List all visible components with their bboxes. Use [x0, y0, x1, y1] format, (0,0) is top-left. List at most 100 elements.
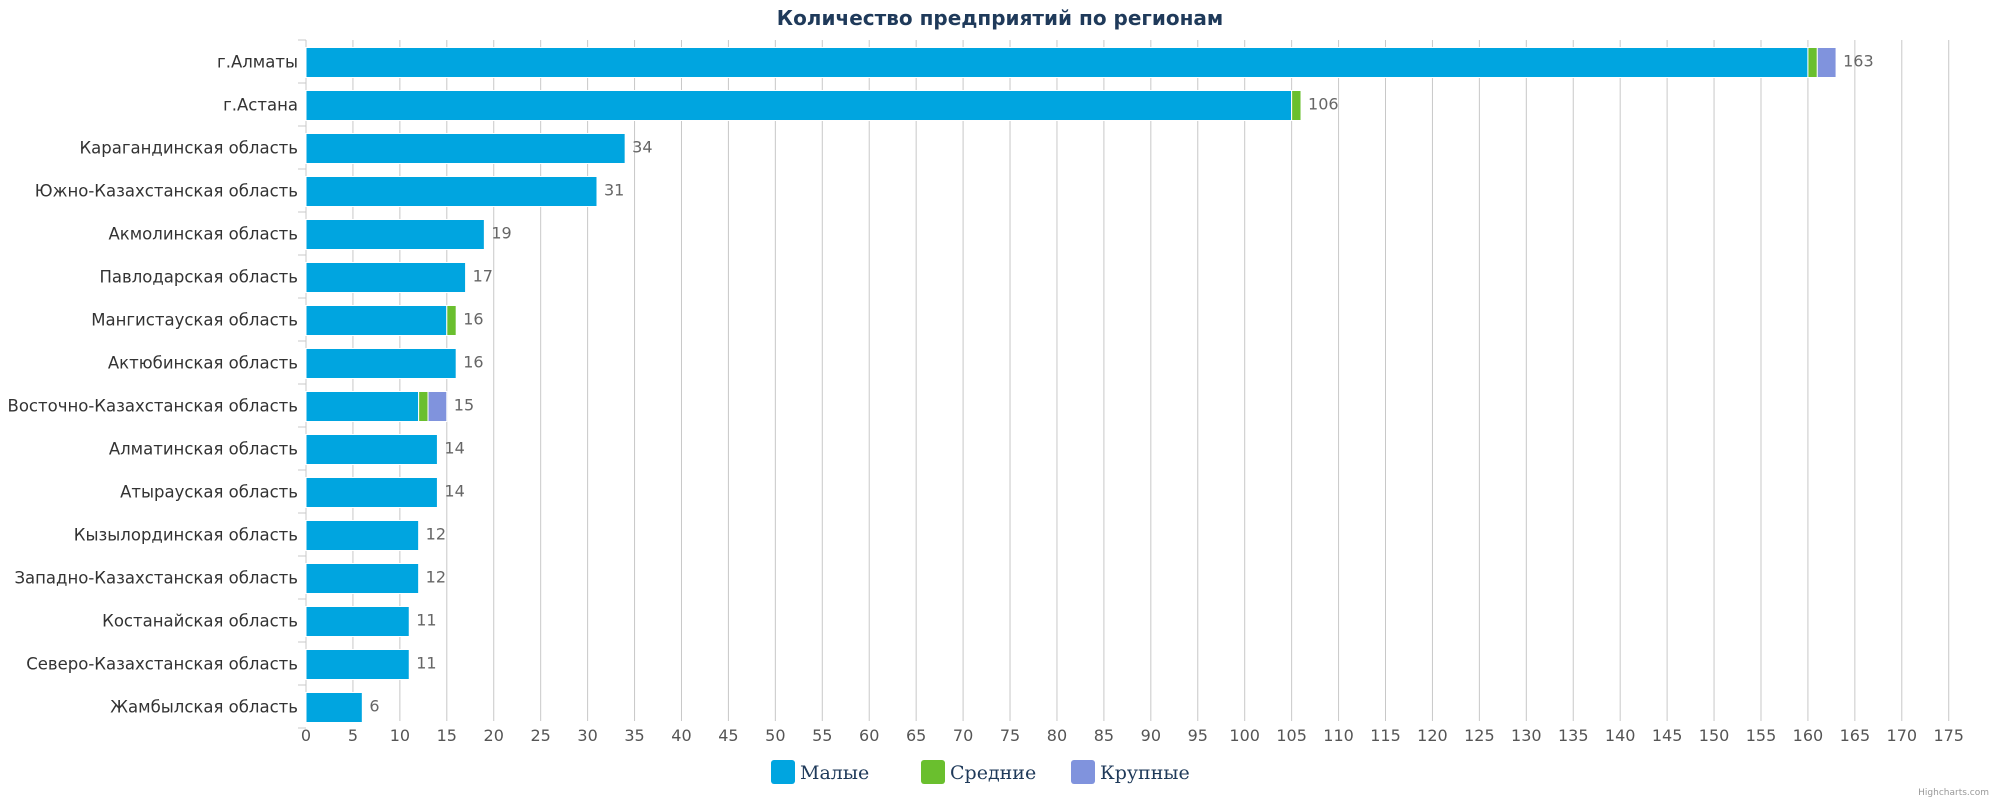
- category-label: Северо-Казахстанская область: [26, 655, 298, 674]
- bar-segment[interactable]: [1816, 47, 1837, 78]
- legend-swatch: [771, 760, 795, 784]
- data-label: 17: [473, 267, 493, 286]
- data-label: 12: [426, 568, 446, 587]
- x-tick-label: 0: [301, 726, 311, 745]
- bar-segment[interactable]: [305, 133, 626, 164]
- legend-swatch: [1071, 760, 1095, 784]
- bars: [305, 47, 1837, 723]
- x-tick-label: 160: [1793, 726, 1824, 745]
- bar-segment[interactable]: [305, 563, 420, 594]
- data-label: 16: [463, 353, 483, 372]
- x-tick-label: 140: [1605, 726, 1636, 745]
- category-label: Карагандинская область: [79, 139, 298, 158]
- data-label: 19: [491, 224, 511, 243]
- x-tick-label: 5: [348, 726, 358, 745]
- x-tick-label: 100: [1229, 726, 1260, 745]
- data-label: 106: [1308, 95, 1339, 114]
- data-label: 14: [444, 439, 464, 458]
- x-tick-label: 85: [1094, 726, 1114, 745]
- x-tick-label: 40: [671, 726, 691, 745]
- legend-label: Крупные: [1100, 762, 1190, 784]
- bar-segment[interactable]: [305, 176, 598, 207]
- x-tick-label: 65: [906, 726, 926, 745]
- x-tick-label: 50: [765, 726, 785, 745]
- bar-segment[interactable]: [418, 391, 429, 422]
- legend-item[interactable]: Малые: [771, 760, 869, 784]
- x-tick-label: 135: [1558, 726, 1589, 745]
- legend-item[interactable]: Крупные: [1071, 760, 1190, 784]
- bar-segment[interactable]: [305, 90, 1293, 121]
- data-label: 14: [444, 482, 464, 501]
- bar-segment[interactable]: [305, 649, 410, 680]
- category-label: г.Алматы: [217, 53, 298, 72]
- bar-segment[interactable]: [305, 219, 485, 250]
- x-tick-label: 170: [1887, 726, 1918, 745]
- bar-segment[interactable]: [305, 520, 420, 551]
- category-label: г.Астана: [223, 96, 298, 115]
- data-label: 12: [426, 525, 446, 544]
- bar-segment[interactable]: [446, 305, 457, 336]
- x-tick-label: 155: [1746, 726, 1777, 745]
- x-tick-label: 75: [1000, 726, 1020, 745]
- bar-segment[interactable]: [305, 692, 363, 723]
- data-label: 31: [604, 181, 624, 200]
- x-tick-label: 105: [1276, 726, 1307, 745]
- x-tick-label: 60: [859, 726, 879, 745]
- data-label: 6: [369, 697, 379, 716]
- data-label: 11: [416, 654, 436, 673]
- legend-swatch: [921, 760, 945, 784]
- category-label: Жамбылская область: [110, 698, 298, 717]
- category-labels: г.Алматы г.Астана Карагандинская область Юж…: [8, 53, 299, 717]
- x-tick-label: 15: [437, 726, 457, 745]
- x-tick-label: 175: [1933, 726, 1964, 745]
- category-label: Алматинская область: [109, 440, 298, 459]
- data-label: 16: [463, 310, 483, 329]
- category-label: Актюбинская область: [108, 354, 298, 373]
- x-tick-label: 120: [1417, 726, 1448, 745]
- data-label: 163: [1843, 52, 1874, 71]
- bar-segment[interactable]: [305, 47, 1809, 78]
- x-tick-label: 20: [484, 726, 504, 745]
- bar-segment[interactable]: [305, 606, 410, 637]
- credit-text[interactable]: Highcharts.com: [1918, 788, 1989, 798]
- category-label: Западно-Казахстанская область: [14, 569, 298, 588]
- legend-label: Средние: [950, 762, 1036, 784]
- x-tick-label: 35: [624, 726, 644, 745]
- x-tick-label: 150: [1699, 726, 1730, 745]
- category-label: Акмолинская область: [108, 225, 298, 244]
- x-tick-label: 10: [390, 726, 410, 745]
- bar-segment[interactable]: [1291, 90, 1302, 121]
- x-tick-label: 70: [953, 726, 973, 745]
- category-label: Мангистауская область: [91, 311, 298, 330]
- bar-segment[interactable]: [305, 477, 438, 508]
- x-tick-label: 25: [530, 726, 550, 745]
- category-label: Восточно-Казахстанская область: [8, 397, 299, 416]
- bar-segment[interactable]: [305, 391, 420, 422]
- x-tick-label: 110: [1323, 726, 1354, 745]
- x-tick-label: 115: [1370, 726, 1401, 745]
- data-labels: 163 106 34 31 19 17 16 16 15 14 14 12 12 11 11 6: [369, 52, 1873, 716]
- category-label: Кызылординская область: [74, 526, 298, 545]
- bar-segment[interactable]: [305, 348, 457, 379]
- data-label: 15: [454, 396, 474, 415]
- bar-segment[interactable]: [1807, 47, 1818, 78]
- category-label: Костанайская область: [102, 612, 298, 631]
- data-label: 11: [416, 611, 436, 630]
- bar-segment[interactable]: [305, 305, 448, 336]
- chart-title: Количество предприятий по регионам: [777, 6, 1224, 30]
- x-tick-label: 80: [1047, 726, 1067, 745]
- category-label: Южно-Казахстанская область: [35, 182, 298, 201]
- bar-segment[interactable]: [427, 391, 448, 422]
- legend: Малые Средние Крупные: [771, 760, 1190, 784]
- bar-segment[interactable]: [305, 434, 438, 465]
- legend-label: Малые: [800, 762, 869, 784]
- category-label: Павлодарская область: [99, 268, 298, 287]
- x-tick-label: 45: [718, 726, 738, 745]
- x-tick-labels: 0 5 10 15 20 25 30 35 40 45 50 55 60 65 70 75 80 85 90 95 10…: [301, 726, 1964, 745]
- category-label: Атырауская область: [120, 483, 298, 502]
- x-tick-label: 130: [1511, 726, 1542, 745]
- bar-segment[interactable]: [305, 262, 467, 293]
- legend-item[interactable]: Средние: [921, 760, 1036, 784]
- x-tick-label: 30: [577, 726, 597, 745]
